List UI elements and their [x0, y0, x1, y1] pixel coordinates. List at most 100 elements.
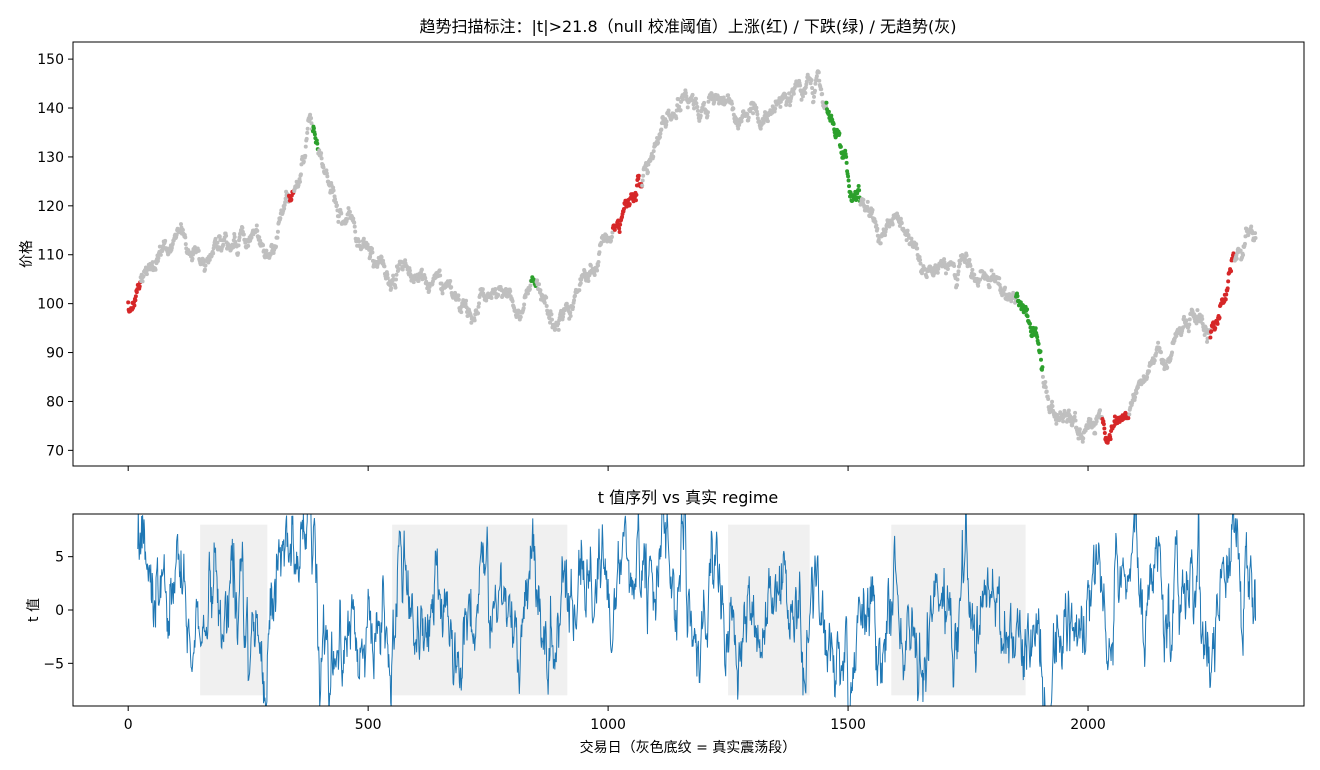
price-point-none — [186, 247, 191, 252]
price-point-none — [419, 267, 424, 272]
price-point-none — [423, 276, 428, 281]
price-point-up — [1112, 414, 1117, 419]
price-point-none — [765, 119, 770, 124]
price-point-none — [1009, 299, 1014, 304]
price-point-none — [385, 272, 390, 277]
price-point-none — [968, 263, 973, 268]
price-point-none — [183, 242, 188, 247]
price-point-none — [190, 256, 195, 261]
price-point-none — [861, 197, 866, 202]
price-point-none — [305, 130, 310, 135]
price-point-none — [787, 91, 792, 96]
price-point-none — [899, 221, 904, 226]
price-point-none — [549, 312, 554, 317]
price-point-none — [353, 229, 358, 234]
price-point-none — [556, 321, 561, 326]
price-point-none — [339, 211, 344, 216]
price-point-none — [1156, 340, 1161, 345]
price-point-none — [690, 92, 695, 97]
price-point-none — [799, 97, 804, 102]
price-scatter-panel: 趋势扫描标注：|t|>21.8（null 校准阈值）上涨(红) / 下跌(绿) … — [19, 17, 1305, 471]
price-point-none — [477, 301, 482, 306]
price-point-down — [829, 113, 834, 118]
price-point-none — [213, 236, 218, 241]
price-point-none — [918, 261, 923, 266]
price-point-none — [180, 228, 185, 233]
price-point-none — [1013, 300, 1018, 305]
price-point-none — [264, 248, 269, 253]
t-value-y-tick-label: 5 — [55, 550, 64, 566]
price-point-none — [685, 105, 690, 110]
price-point-none — [970, 267, 975, 272]
price-y-tick-label: 140 — [37, 101, 64, 117]
price-y-tick-label: 120 — [37, 199, 64, 215]
price-point-none — [788, 103, 792, 108]
price-point-none — [549, 317, 554, 322]
price-point-none — [215, 240, 220, 245]
price-point-none — [664, 122, 669, 127]
price-point-down — [846, 178, 851, 183]
price-point-none — [158, 252, 163, 257]
price-point-none — [1200, 321, 1205, 326]
price-point-up — [1217, 315, 1222, 320]
price-point-none — [810, 86, 815, 91]
price-point-none — [459, 310, 464, 315]
price-point-none — [1152, 358, 1157, 363]
price-point-none — [573, 293, 577, 298]
price-point-none — [537, 282, 541, 287]
price-point-none — [178, 222, 183, 227]
price-point-none — [544, 295, 549, 300]
price-point-down — [846, 174, 851, 179]
price-point-none — [989, 268, 994, 273]
t-value-x-tick-label: 1000 — [590, 717, 626, 733]
price-point-up — [1126, 416, 1131, 421]
price-point-none — [1170, 350, 1175, 355]
price-point-up — [126, 300, 131, 305]
price-point-none — [1234, 256, 1239, 261]
price-y-tick-label: 110 — [37, 248, 64, 264]
price-x-axis — [127, 466, 1089, 471]
price-point-none — [381, 258, 386, 263]
t-value-y-tick-label: −5 — [43, 656, 64, 672]
price-point-none — [789, 94, 794, 99]
price-point-none — [745, 112, 750, 117]
price-point-none — [1073, 418, 1078, 423]
price-point-none — [303, 153, 308, 158]
price-point-down — [1040, 365, 1045, 370]
price-point-none — [705, 113, 710, 118]
price-point-none — [324, 168, 329, 173]
price-point-none — [755, 116, 760, 121]
price-y-tick-label: 90 — [46, 346, 64, 362]
price-point-none — [282, 206, 287, 211]
price-point-none — [336, 219, 341, 224]
price-point-none — [935, 270, 940, 275]
price-point-none — [394, 272, 399, 277]
price-point-none — [544, 304, 549, 309]
price-point-none — [1134, 390, 1139, 395]
price-point-none — [963, 257, 968, 262]
price-point-none — [915, 246, 920, 251]
price-point-none — [883, 227, 888, 232]
price-point-none — [183, 235, 188, 240]
price-point-none — [778, 104, 783, 109]
price-y-tick-label: 150 — [37, 52, 64, 68]
price-point-up — [1229, 269, 1234, 274]
price-point-none — [1081, 436, 1086, 441]
price-point-none — [369, 246, 374, 251]
price-point-none — [1157, 346, 1162, 351]
price-point-none — [1072, 414, 1077, 419]
price-point-none — [579, 277, 584, 282]
price-point-none — [345, 217, 350, 222]
price-point-none — [476, 304, 481, 309]
price-point-down — [857, 188, 862, 193]
price-point-none — [705, 110, 710, 115]
price-point-none — [641, 173, 646, 178]
price-point-none — [955, 277, 960, 282]
price-point-none — [391, 273, 396, 278]
price-point-none — [739, 119, 744, 124]
price-point-none — [1068, 414, 1073, 419]
price-point-none — [352, 224, 357, 229]
price-point-none — [156, 256, 161, 261]
price-point-none — [298, 179, 302, 184]
price-point-none — [674, 108, 679, 113]
